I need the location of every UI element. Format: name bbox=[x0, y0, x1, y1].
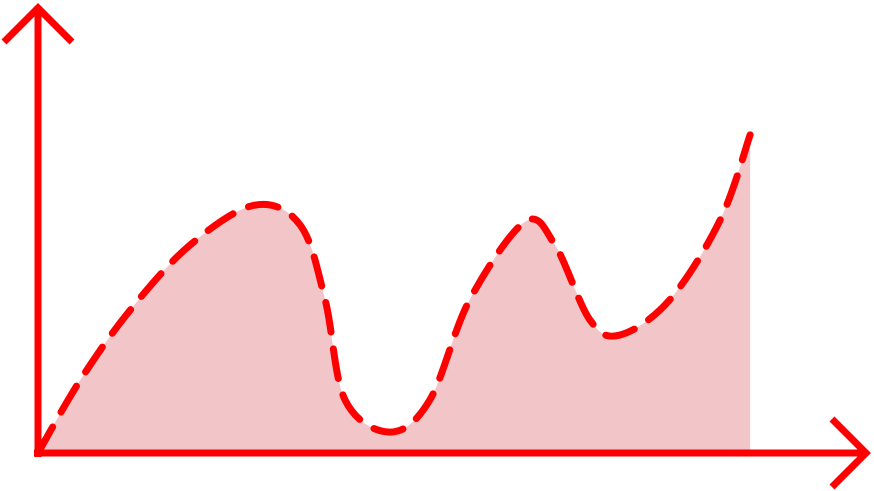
x-axis-arrow bbox=[829, 416, 871, 490]
area-fill bbox=[38, 134, 751, 453]
plot-area bbox=[34, 131, 754, 457]
y-axis-arrow bbox=[1, 3, 75, 45]
line bbox=[34, 131, 754, 457]
axes bbox=[1, 3, 871, 490]
